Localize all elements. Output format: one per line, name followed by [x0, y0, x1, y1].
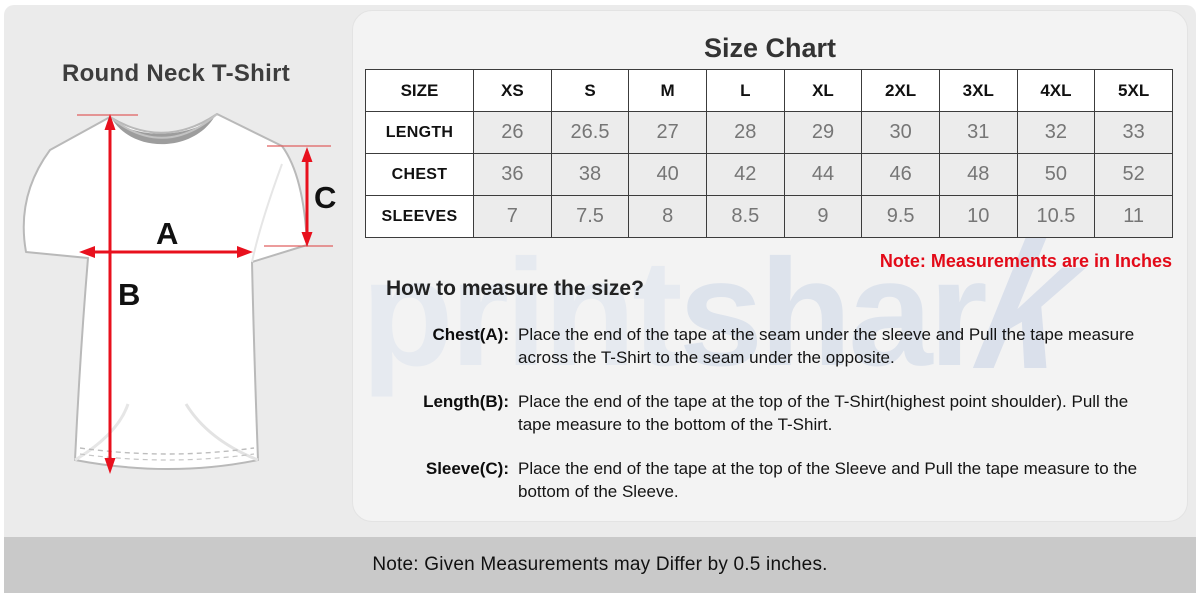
measure-guide-lines	[77, 114, 333, 247]
header-cell-5xl: 5XL	[1094, 69, 1173, 112]
header-cell-2xl: 2XL	[861, 69, 940, 112]
collar-shadow	[112, 116, 215, 145]
howto-title: How to measure the size?	[386, 277, 644, 300]
collar-rib	[109, 113, 218, 139]
table-row-chest: CHEST 36 38 40 42 44 46 48 50 52	[365, 153, 1173, 196]
product-title: Round Neck T-Shirt	[61, 60, 291, 87]
instruction-text: Place the end of the tape at the top of …	[518, 392, 1129, 434]
measure-label-b: B	[118, 277, 140, 312]
fold-shade	[184, 403, 259, 462]
value-cell: 38	[550, 153, 630, 196]
value-cell: 8	[628, 195, 707, 238]
row-label-length: LENGTH	[365, 111, 474, 154]
value-cell: 28	[705, 111, 785, 154]
header-cell-3xl: 3XL	[938, 69, 1018, 112]
row-label-sleeves: SLEEVES	[365, 195, 474, 238]
row-label-chest: CHEST	[365, 153, 474, 196]
measure-label-c: C	[314, 180, 336, 215]
header-cell-xl: XL	[783, 69, 863, 112]
value-cell: 9.5	[861, 195, 940, 238]
instruction-text: Place the end of the tape at the seam un…	[518, 325, 1135, 367]
value-cell: 36	[473, 153, 552, 196]
instruction-text: Place the end of the tape at the top of …	[518, 459, 1138, 501]
value-cell: 52	[1094, 153, 1173, 196]
measure-instructions: Chest(A): Place the end of the tape at t…	[403, 323, 1169, 524]
measure-label-a: A	[156, 216, 178, 251]
value-cell: 10.5	[1016, 195, 1096, 238]
value-cell: 10	[938, 195, 1018, 238]
tshirt-measurement-diagram: A B C	[22, 113, 336, 474]
value-cell: 50	[1016, 153, 1096, 196]
header-cell-m: M	[628, 69, 707, 112]
instruction-label: Length(B):	[423, 392, 509, 411]
instruction-length: Length(B): Place the end of the tape at …	[403, 390, 1169, 436]
value-cell: 31	[938, 111, 1018, 154]
sleeve-arrow-c	[301, 147, 313, 247]
chest-arrow-a	[79, 246, 253, 258]
instruction-chest: Chest(A): Place the end of the tape at t…	[403, 323, 1169, 369]
hem-stitch-line	[79, 453, 255, 461]
value-cell: 8.5	[705, 195, 785, 238]
instruction-sleeve: Sleeve(C): Place the end of the tape at …	[403, 457, 1169, 503]
value-cell: 33	[1094, 111, 1173, 154]
value-cell: 30	[861, 111, 940, 154]
header-cell-s: S	[550, 69, 630, 112]
size-table: SIZE XS S M L XL 2XL 3XL 4XL 5XL LENGTH …	[365, 69, 1173, 238]
value-cell: 40	[628, 153, 707, 196]
value-cell: 32	[1016, 111, 1096, 154]
table-row-length: LENGTH 26 26.5 27 28 29 30 31 32 33	[365, 111, 1173, 154]
value-cell: 42	[705, 153, 785, 196]
value-cell: 27	[628, 111, 707, 154]
value-cell: 26.5	[550, 111, 630, 154]
units-note: Note: Measurements are in Inches	[879, 251, 1172, 271]
header-cell-xs: XS	[473, 69, 552, 112]
value-cell: 7.5	[550, 195, 630, 238]
footer-note: Note: Given Measurements may Differ by 0…	[372, 554, 828, 575]
value-cell: 7	[473, 195, 552, 238]
tshirt-outline	[22, 113, 308, 470]
value-cell: 48	[938, 153, 1018, 196]
header-cell-size: SIZE	[365, 69, 474, 112]
length-arrow-b	[104, 114, 116, 474]
size-chart-title: Size Chart	[703, 33, 837, 63]
instruction-label: Sleeve(C):	[425, 459, 509, 478]
table-header-row: SIZE XS S M L XL 2XL 3XL 4XL 5XL	[365, 69, 1173, 112]
value-cell: 9	[783, 195, 863, 238]
value-cell: 44	[783, 153, 863, 196]
size-chart-panel: printshark Size Chart SIZE XS S M L XL	[352, 10, 1188, 522]
value-cell: 11	[1094, 195, 1173, 238]
value-cell: 29	[783, 111, 863, 154]
header-cell-l: L	[705, 69, 785, 112]
value-cell: 46	[861, 153, 940, 196]
hem-stitch-line	[79, 447, 255, 455]
table-row-sleeves: SLEEVES 7 7.5 8 8.5 9 9.5 10 10.5 11	[365, 195, 1173, 238]
header-cell-4xl: 4XL	[1016, 69, 1096, 112]
sleeve-shade	[251, 163, 283, 263]
instruction-label: Chest(A):	[432, 325, 510, 344]
value-cell: 26	[473, 111, 552, 154]
footer-note-bar: Note: Given Measurements may Differ by 0…	[4, 537, 1196, 593]
